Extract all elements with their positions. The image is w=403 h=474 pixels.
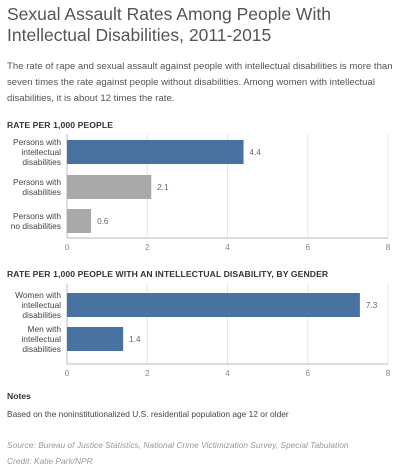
author-credit: Credit: Katie Park/NPR (7, 456, 93, 466)
page-title: Sexual Assault Rates Among People With I… (7, 4, 331, 45)
bar-value-label: 0.6 (97, 217, 109, 226)
page-subtitle: The rate of rape and sexual assault agai… (7, 61, 393, 104)
notes-heading: Notes (7, 391, 31, 401)
category-label: disabilities (22, 157, 61, 167)
category-label: Persons with (13, 211, 61, 221)
bar-value-label: 1.4 (129, 335, 141, 344)
bar (67, 293, 360, 317)
x-tick-label: 0 (65, 369, 70, 378)
bar-value-label: 4.4 (250, 148, 262, 157)
chart-1-title: RATE PER 1,000 PEOPLE (7, 120, 114, 130)
category-label: disabilities (22, 187, 61, 197)
bar (67, 209, 92, 233)
category-label: Men with (27, 324, 61, 334)
x-tick-label: 4 (225, 243, 230, 252)
category-label: disabilities (22, 310, 61, 320)
bar-value-label: 7.3 (366, 301, 378, 310)
source-credit: Source: Bureau of Justice Statistics, Na… (7, 440, 349, 450)
category-label: intellectual (21, 334, 61, 344)
category-label: Women with (15, 290, 61, 300)
category-label: Persons with (13, 137, 61, 147)
x-tick-label: 8 (386, 369, 391, 378)
x-tick-label: 2 (145, 243, 150, 252)
category-label: disabilities (22, 344, 61, 354)
x-tick-label: 0 (65, 243, 70, 252)
category-label: no disabilities (11, 221, 61, 231)
bar (67, 327, 124, 351)
notes-text: Based on the noninstitutionalized U.S. r… (7, 409, 289, 419)
chart-2-title: RATE PER 1,000 PEOPLE WITH AN INTELLECTU… (7, 269, 329, 279)
category-label: intellectual (21, 300, 61, 310)
category-label: Persons with (13, 177, 61, 187)
x-tick-label: 6 (305, 243, 310, 252)
x-tick-label: 8 (386, 243, 391, 252)
bar (67, 140, 244, 164)
category-label: intellectual (21, 147, 61, 157)
bar-value-label: 2.1 (157, 183, 169, 192)
x-tick-label: 2 (145, 369, 150, 378)
x-tick-label: 4 (225, 369, 230, 378)
bar (67, 175, 152, 199)
x-tick-label: 6 (305, 369, 310, 378)
